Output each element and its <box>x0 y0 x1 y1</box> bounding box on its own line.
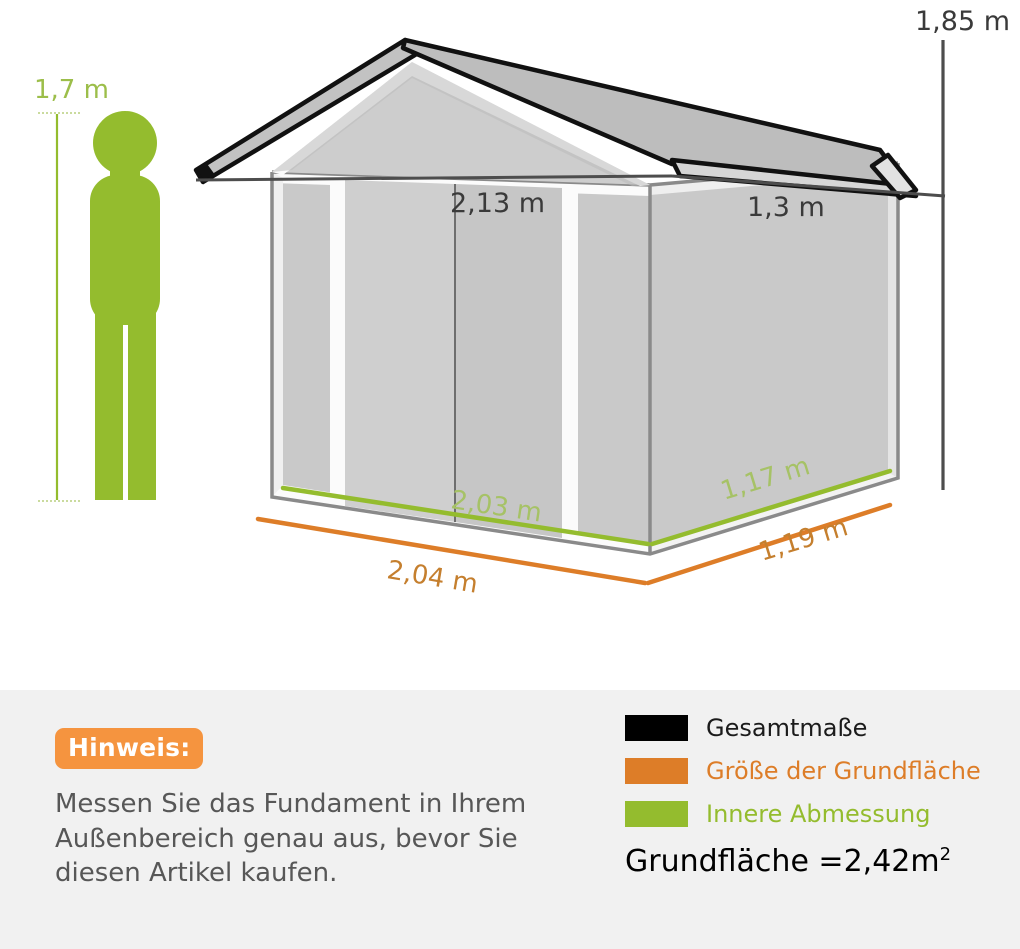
legend-item-ground: Größe der Grundfläche <box>625 758 1005 784</box>
info-panel: Hinweis: Messen Sie das Fundament in Ihr… <box>0 690 1020 949</box>
ground-dimension-lines <box>255 502 893 586</box>
label-ground-width: 2,04 m <box>385 555 480 600</box>
note-badge: Hinweis: <box>55 728 204 769</box>
label-front-height: 2,13 m <box>450 188 545 219</box>
label-person-height: 1,7 m <box>34 75 109 105</box>
shed-roof <box>193 37 919 201</box>
note-line-3: diesen Artikel kaufen. <box>55 858 338 889</box>
label-ground-depth: 1,19 m <box>755 512 851 567</box>
total-area-line: Grundfläche =2,42m2 <box>625 844 1005 879</box>
person-height-dimension <box>38 112 80 502</box>
shed-gable <box>272 62 650 186</box>
legend-swatch-inner-icon <box>625 801 688 827</box>
total-dimension-guides <box>195 174 946 198</box>
note-block: Hinweis: Messen Sie das Fundament in Ihr… <box>55 728 555 891</box>
legend-item-inner: Innere Abmessung <box>625 801 1005 827</box>
note-line-1: Messen Sie das Fundament in Ihrem <box>55 789 527 819</box>
total-area-exponent: 2 <box>939 844 952 865</box>
shed-illustration: 1,7 m 1,85 m 2,13 m 1,3 m 2,03 m 1,17 m … <box>34 6 1010 600</box>
note-line-2: Außenbereich genau aus, bevor Sie <box>55 823 518 854</box>
person-silhouette <box>90 111 160 500</box>
drawing-area: 1,7 m 1,85 m 2,13 m 1,3 m 2,03 m 1,17 m … <box>34 6 1011 600</box>
legend-swatch-total-icon <box>625 715 688 741</box>
legend-item-total: Gesamtmaße <box>625 715 1005 741</box>
note-text: Messen Sie das Fundament in Ihrem Außenb… <box>55 787 535 891</box>
label-overall-height: 1,85 m <box>915 6 1010 37</box>
total-area-text: Grundfläche =2,42m <box>625 844 940 879</box>
label-side-height: 1,3 m <box>747 192 825 223</box>
inner-dimension-lines <box>280 468 893 547</box>
shed-front-wall <box>272 172 650 554</box>
legend-label-total: Gesamtmaße <box>706 714 868 742</box>
legend-swatch-ground-icon <box>625 758 688 784</box>
legend: Gesamtmaße Größe der Grundfläche Innere … <box>625 715 1005 879</box>
legend-label-ground: Größe der Grundfläche <box>706 757 981 785</box>
legend-label-inner: Innere Abmessung <box>706 800 931 828</box>
